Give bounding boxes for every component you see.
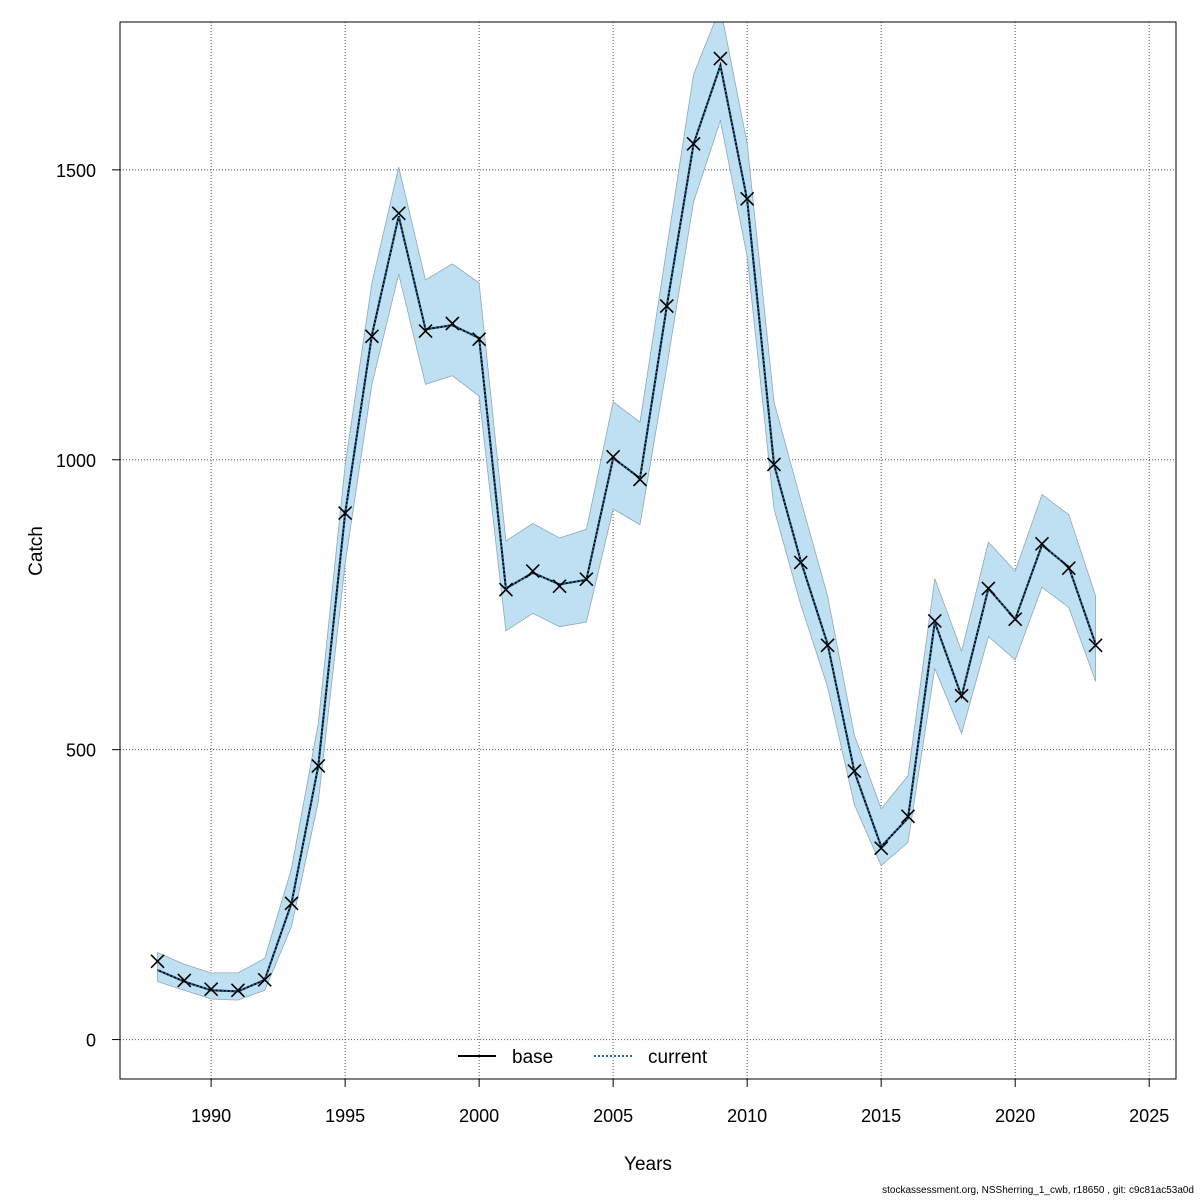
marker-stroke xyxy=(713,51,728,66)
marker-stroke xyxy=(284,896,299,911)
marker-stroke xyxy=(445,316,460,331)
data-point-2019 xyxy=(981,581,996,596)
data-point-1993 xyxy=(284,896,299,911)
data-point-2000 xyxy=(472,332,487,347)
y-tick-label-1500: 1500 xyxy=(56,161,96,181)
marker-stroke xyxy=(230,983,245,998)
marker-stroke xyxy=(418,323,433,339)
data-point-1999 xyxy=(445,316,460,331)
x-tick-label-2010: 2010 xyxy=(727,1106,767,1126)
data-point-2011 xyxy=(766,457,782,472)
marker-stroke xyxy=(954,688,969,703)
data-point-2003 xyxy=(552,579,567,594)
marker-stroke xyxy=(177,973,192,988)
data-point-2008 xyxy=(686,136,701,151)
marker-stroke xyxy=(257,972,272,987)
footer-credit: stockassessment.org, NSSherring_1_cwb, r… xyxy=(882,1185,1194,1196)
series-lines-group xyxy=(157,61,1097,993)
data-point-1998 xyxy=(418,323,433,339)
marker-stroke xyxy=(1034,536,1050,551)
data-point-1996 xyxy=(364,329,380,344)
x-tick-label-1990: 1990 xyxy=(191,1106,231,1126)
data-point-1997 xyxy=(391,206,406,221)
data-point-2004 xyxy=(579,572,594,587)
y-tick-label-1000: 1000 xyxy=(56,451,96,471)
marker-stroke xyxy=(874,841,889,856)
marker-stroke xyxy=(150,954,165,969)
data-point-2014 xyxy=(847,764,862,779)
data-point-2018 xyxy=(954,688,969,703)
marker-stroke xyxy=(364,329,380,344)
confidence-band-group xyxy=(157,22,1096,1001)
marker-stroke xyxy=(1088,638,1103,653)
data-point-1995 xyxy=(338,506,353,521)
marker-stroke xyxy=(1008,612,1023,627)
series-line-current xyxy=(157,61,1097,993)
data-point-2022 xyxy=(1061,561,1076,576)
data-point-1991 xyxy=(230,983,245,998)
marker-stroke xyxy=(847,764,862,779)
data-point-2015 xyxy=(874,841,889,856)
x-tick-label-2000: 2000 xyxy=(459,1106,499,1126)
marker-stroke xyxy=(659,299,674,314)
marker-stroke xyxy=(740,191,755,206)
marker-stroke xyxy=(1061,561,1076,576)
marker-stroke xyxy=(552,579,567,594)
marker-stroke xyxy=(204,982,219,997)
data-point-2010 xyxy=(740,191,755,206)
data-point-2001 xyxy=(498,582,514,597)
y-tick-label-500: 500 xyxy=(66,741,96,761)
data-point-2007 xyxy=(659,299,674,314)
data-point-1988 xyxy=(150,954,165,969)
marker-stroke xyxy=(927,613,942,629)
data-point-2009 xyxy=(713,51,728,66)
marker-stroke xyxy=(632,472,648,487)
x-tick-label-2005: 2005 xyxy=(593,1106,633,1126)
data-point-2006 xyxy=(632,472,648,487)
marker-stroke xyxy=(820,638,835,653)
data-point-2005 xyxy=(606,449,621,464)
data-point-2016 xyxy=(900,809,916,824)
marker-stroke xyxy=(338,506,353,521)
data-point-2020 xyxy=(1008,612,1023,627)
x-markers-group xyxy=(150,51,1103,998)
y-tick-label-0: 0 xyxy=(86,1031,96,1051)
axes: 1990 1995 2000 2005 2010 2015 2020 2025 0 500 1000… xyxy=(56,161,1169,1126)
data-point-2023 xyxy=(1088,638,1103,653)
data-point-1994 xyxy=(311,758,326,773)
data-point-2017 xyxy=(927,613,942,629)
x-tick-label-1995: 1995 xyxy=(325,1106,365,1126)
data-point-1992 xyxy=(257,972,272,987)
legend-label-current: current xyxy=(648,1047,708,1068)
marker-stroke xyxy=(311,758,326,773)
marker-stroke xyxy=(686,136,701,151)
data-point-2013 xyxy=(820,638,835,653)
data-point-1989 xyxy=(177,973,192,988)
x-tick-label-2015: 2015 xyxy=(861,1106,901,1126)
legend-label-base: base xyxy=(512,1047,553,1068)
marker-stroke xyxy=(579,572,594,587)
marker-stroke xyxy=(606,449,621,464)
data-point-2021 xyxy=(1034,536,1050,551)
marker-stroke xyxy=(981,581,996,596)
data-point-1990 xyxy=(204,982,219,997)
data-point-2002 xyxy=(525,564,540,579)
marker-stroke xyxy=(472,332,487,347)
x-tick-label-2025: 2025 xyxy=(1129,1106,1169,1126)
x-axis-title: Years xyxy=(624,1154,672,1175)
marker-stroke xyxy=(766,457,782,472)
x-tick-label-2020: 2020 xyxy=(995,1106,1035,1126)
marker-stroke xyxy=(900,809,916,824)
confidence-band xyxy=(157,22,1096,1001)
marker-stroke xyxy=(525,564,540,579)
marker-stroke xyxy=(498,582,514,597)
marker-stroke xyxy=(391,206,406,221)
legend: base current xyxy=(458,1047,708,1068)
y-axis-title: Catch xyxy=(26,526,47,576)
marker-stroke xyxy=(793,555,808,570)
data-point-2012 xyxy=(793,555,808,570)
